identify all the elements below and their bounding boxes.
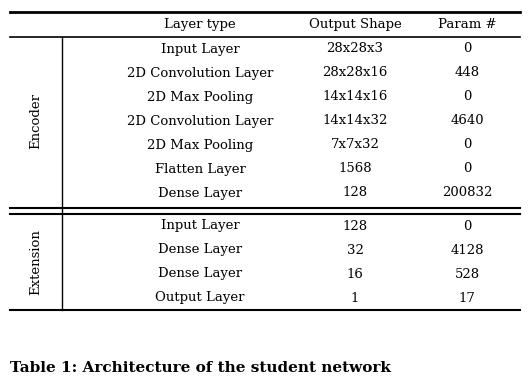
Text: 0: 0 — [463, 42, 471, 55]
Text: 1568: 1568 — [338, 162, 372, 175]
Text: 28x28x3: 28x28x3 — [326, 42, 384, 55]
Text: Flatten Layer: Flatten Layer — [155, 162, 245, 175]
Text: 4640: 4640 — [450, 115, 484, 128]
Text: Output Shape: Output Shape — [308, 18, 401, 31]
Text: 32: 32 — [347, 243, 364, 256]
Text: 200832: 200832 — [442, 186, 492, 199]
Text: 0: 0 — [463, 220, 471, 233]
Text: Input Layer: Input Layer — [161, 220, 240, 233]
Text: Encoder: Encoder — [30, 93, 42, 149]
Text: 14x14x32: 14x14x32 — [322, 115, 387, 128]
Text: 2D Max Pooling: 2D Max Pooling — [147, 139, 253, 152]
Text: Dense Layer: Dense Layer — [158, 267, 242, 280]
Text: Table 1: Architecture of the student network: Table 1: Architecture of the student net… — [10, 361, 391, 375]
Text: 2D Convolution Layer: 2D Convolution Layer — [127, 66, 273, 79]
Text: Dense Layer: Dense Layer — [158, 243, 242, 256]
Text: 4128: 4128 — [450, 243, 484, 256]
Text: 28x28x16: 28x28x16 — [322, 66, 387, 79]
Text: 0: 0 — [463, 162, 471, 175]
Text: Output Layer: Output Layer — [155, 291, 245, 304]
Text: Extension: Extension — [30, 229, 42, 295]
Text: 7x7x32: 7x7x32 — [331, 139, 379, 152]
Text: 16: 16 — [347, 267, 364, 280]
Text: 14x14x16: 14x14x16 — [322, 91, 387, 104]
Text: Dense Layer: Dense Layer — [158, 186, 242, 199]
Text: 528: 528 — [454, 267, 480, 280]
Text: 2D Convolution Layer: 2D Convolution Layer — [127, 115, 273, 128]
Text: 128: 128 — [342, 186, 368, 199]
Text: 448: 448 — [454, 66, 480, 79]
Text: 0: 0 — [463, 91, 471, 104]
Text: Layer type: Layer type — [164, 18, 236, 31]
Text: Param #: Param # — [438, 18, 496, 31]
Text: Input Layer: Input Layer — [161, 42, 240, 55]
Text: 1: 1 — [351, 291, 359, 304]
Text: 17: 17 — [458, 291, 475, 304]
Text: 0: 0 — [463, 139, 471, 152]
Text: 2D Max Pooling: 2D Max Pooling — [147, 91, 253, 104]
Text: 128: 128 — [342, 220, 368, 233]
